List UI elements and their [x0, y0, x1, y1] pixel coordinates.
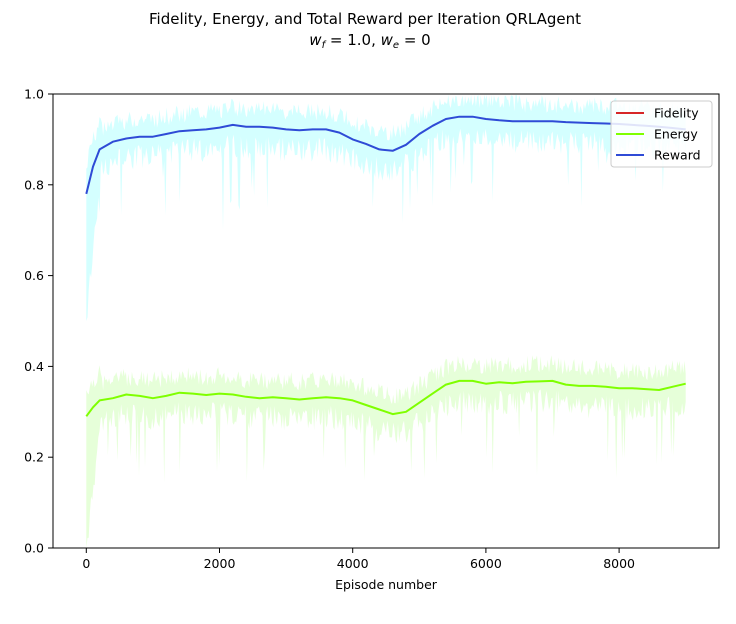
x-tick-label: 4000 [337, 556, 369, 571]
line-energy [85, 379, 686, 417]
y-tick-label: 0.2 [24, 450, 44, 465]
y-tick-label: 1.0 [24, 87, 44, 102]
line-reward [85, 115, 686, 195]
legend-label-fidelity: Fidelity [654, 106, 699, 121]
plot-area: 0 2000 4000 6000 8000 0.0 0.2 0.4 0.6 0.8 1.0 [24, 87, 720, 571]
series-lines [85, 115, 686, 417]
x-tick-label: 6000 [470, 556, 502, 571]
y-tick-label: 0.4 [24, 359, 44, 374]
y-tick-label: 0.8 [24, 177, 44, 192]
axes-frame [52, 93, 720, 549]
chart-title: Fidelity, Energy, and Total Reward per I… [149, 10, 581, 28]
x-axis: 0 2000 4000 6000 8000 [82, 548, 635, 571]
legend-label-energy: Energy [654, 127, 698, 142]
y-axis: 0.0 0.2 0.4 0.6 0.8 1.0 [24, 87, 53, 556]
band-reward [86, 94, 686, 322]
x-tick-label: 2000 [204, 556, 236, 571]
variance-bands [86, 94, 686, 548]
legend-label-reward: Reward [654, 148, 701, 163]
x-axis-label: Episode number [335, 577, 438, 592]
y-tick-label: 0.6 [24, 268, 44, 283]
x-tick-label: 0 [82, 556, 90, 571]
legend-box [610, 100, 713, 168]
x-tick-label: 8000 [603, 556, 635, 571]
legend: Fidelity Energy Reward [610, 100, 713, 168]
y-tick-label: 0.0 [24, 541, 44, 556]
chart-subtitle: wf = 1.0, we = 0 [309, 31, 430, 51]
band-energy [86, 355, 686, 548]
